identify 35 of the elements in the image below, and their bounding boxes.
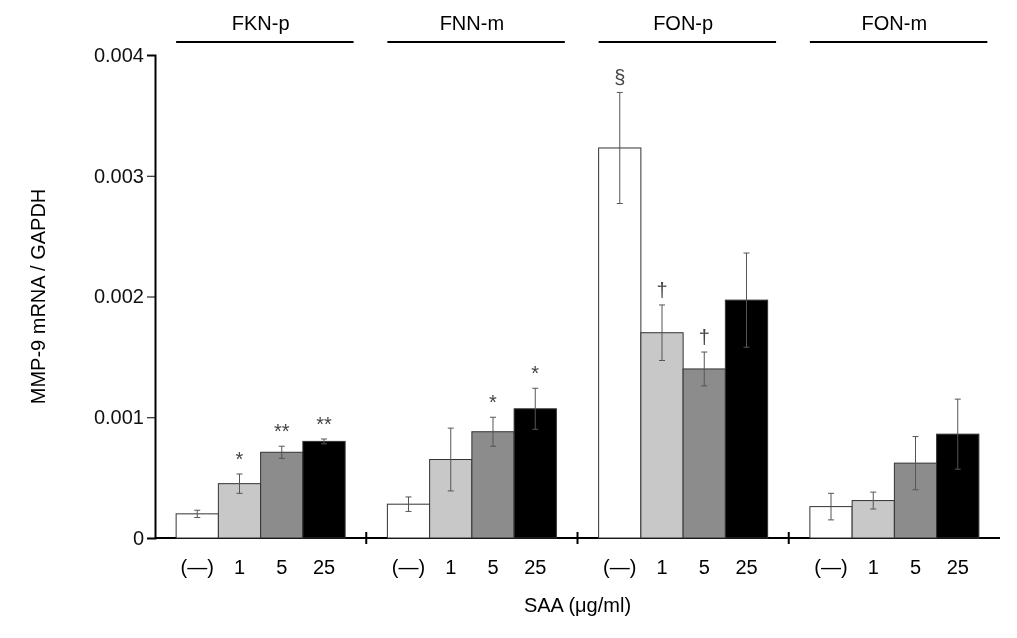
text: 5 (487, 556, 499, 578)
x-tick-label: FNN-m (439, 12, 505, 34)
series-label: 1 (233, 556, 246, 578)
x-tick-label: FON-m (861, 12, 928, 34)
y-tick-label: 0.002 (93, 285, 144, 308)
series-label: 5 (276, 556, 288, 578)
text: (—) (814, 556, 848, 578)
y-axis-title: MMP-9 mRNA / GAPDH (27, 188, 49, 405)
text: 5 (909, 556, 922, 578)
data-label: † (698, 326, 710, 349)
data-label: † (656, 278, 668, 301)
text: 25 (946, 556, 969, 578)
y-tick-label: 0.001 (93, 406, 144, 429)
text: 5 (698, 556, 710, 578)
text: 25 (524, 556, 547, 578)
x-tick-label: FKN-p (231, 12, 290, 34)
x-axis-title: SAA (μg/ml) (523, 594, 632, 616)
data-label: * (235, 448, 244, 470)
x-tick-label: FON-p (653, 12, 714, 34)
text: 1 (445, 556, 457, 578)
data-label: * (489, 391, 498, 414)
y-tick-label: 0.004 (93, 43, 144, 66)
text: (—) (603, 556, 637, 578)
text: 25 (735, 556, 758, 578)
text: (—) (391, 556, 426, 578)
data-label: ** (273, 420, 290, 443)
series-label: (—) (180, 556, 214, 578)
text: 1 (867, 556, 879, 578)
data-label: * (531, 362, 540, 385)
y-tick-label: 0 (132, 526, 144, 549)
series-label: 25 (312, 556, 336, 578)
data-label: ** (316, 412, 332, 435)
y-tick-label: 0.003 (93, 164, 144, 187)
text: 1 (656, 556, 668, 578)
data-label: § (614, 66, 626, 89)
